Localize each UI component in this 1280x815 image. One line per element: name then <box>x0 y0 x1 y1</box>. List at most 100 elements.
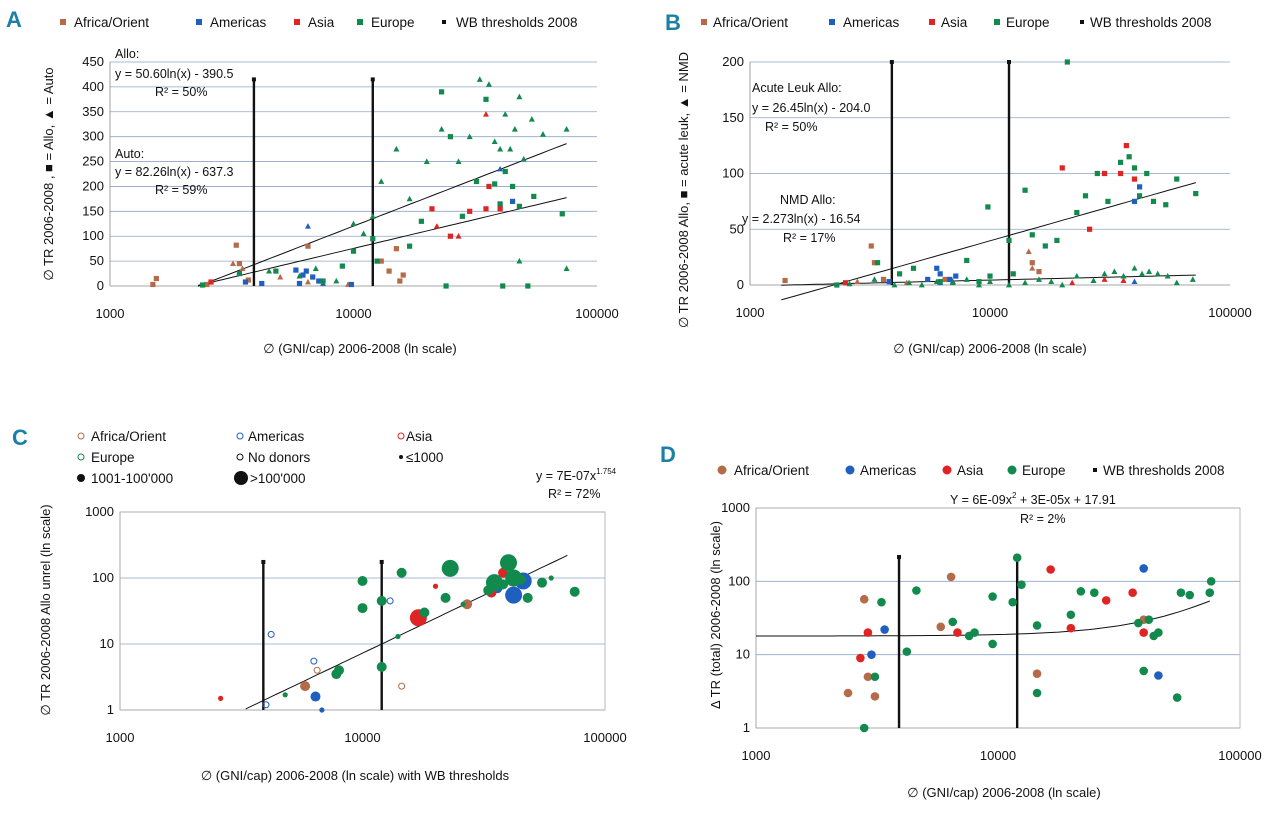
wb-threshold-marker <box>379 559 384 564</box>
panel-b-y-title: ∅ TR 2006-2008 Allo, ■ = acute leuk, ▲ =… <box>676 52 691 328</box>
panel-d-equation-rest: + 3E-05x + 17.91 <box>1016 493 1115 507</box>
data-point <box>987 273 993 279</box>
annot-allo-equation: y = 50.60ln(x) - 390.5 <box>115 67 234 81</box>
data-point <box>963 276 970 282</box>
data-point <box>846 280 853 287</box>
data-point <box>230 260 237 266</box>
data-point <box>1173 279 1180 286</box>
data-point <box>509 183 516 190</box>
panel-d-x-title: ∅ (GNI/cap) 2006-2008 (ln scale) <box>907 785 1100 800</box>
data-point <box>886 279 892 285</box>
legend-europe-label: Europe <box>1006 15 1050 30</box>
panel-d-equation-text: Y = 6E-09x2 + 3E-05x + 17.91 <box>950 491 1116 507</box>
data-point <box>440 592 451 603</box>
data-point <box>374 258 380 264</box>
data-point <box>1126 154 1132 160</box>
data-point <box>859 723 869 733</box>
data-point <box>1205 588 1215 597</box>
data-point <box>303 268 309 274</box>
data-point <box>505 586 523 604</box>
panel-d: D Africa/Orient Americas Asia Europe WB … <box>660 442 1262 800</box>
panel-a-legend: Africa/Orient Americas Asia Europe WB th… <box>60 15 578 30</box>
data-point <box>466 133 473 140</box>
data-point <box>492 181 498 187</box>
data-point <box>305 243 311 249</box>
data-point <box>300 272 306 278</box>
data-point <box>378 178 385 184</box>
panel-c-legend: Africa/Orient Americas Asia Europe No do… <box>77 429 443 486</box>
legend-asia-label: Asia <box>957 463 984 478</box>
data-point <box>854 278 861 285</box>
panel-c-frame <box>119 511 606 711</box>
data-point <box>525 283 531 289</box>
wb-threshold-marker <box>1007 60 1012 64</box>
panel-a-y-tick-label: 450 <box>82 54 104 69</box>
data-point <box>1163 202 1169 208</box>
data-point <box>395 633 401 640</box>
data-point <box>1120 277 1127 283</box>
data-point <box>1139 628 1148 637</box>
data-point <box>1131 176 1138 182</box>
data-point <box>507 145 514 152</box>
legend-europe-label: Europe <box>1022 463 1066 478</box>
panel-a-letter: A <box>6 7 22 32</box>
legend-threshold-label: WB thresholds 2008 <box>1090 15 1212 30</box>
data-point <box>1032 669 1042 679</box>
data-point <box>946 572 956 582</box>
legend-large-marker <box>234 471 248 485</box>
data-point <box>1146 268 1153 275</box>
data-point <box>447 134 453 140</box>
data-point <box>1176 588 1186 597</box>
panel-a-ticks: 0 50 100 150 200 250 300 350 400 450 1000 10000 1000… <box>82 54 618 321</box>
data-point <box>497 165 504 172</box>
panel-d-ticks: 1 10 100 1000 1000 10000 100000 <box>721 500 1262 763</box>
panel-b-x-tick-label: 100000 <box>1208 305 1251 320</box>
data-point <box>376 661 387 672</box>
data-point <box>459 213 465 219</box>
data-point <box>1131 265 1138 271</box>
legend-africa-marker <box>60 19 66 25</box>
data-point <box>441 559 459 577</box>
data-point <box>1036 269 1042 275</box>
data-point <box>242 279 249 285</box>
trendline <box>781 182 1196 301</box>
data-point <box>320 278 326 284</box>
legend-africa-label: Africa/Orient <box>74 15 149 30</box>
legend-threshold-label: WB thresholds 2008 <box>456 15 578 30</box>
data-point <box>482 111 489 117</box>
data-point <box>502 111 509 117</box>
data-point <box>296 280 303 287</box>
data-point <box>1139 270 1146 277</box>
data-point <box>509 198 516 204</box>
panel-a-x-title: ∅ (GNI/cap) 2006-2008 (ln scale) <box>263 341 456 356</box>
legend-americas-label: Americas <box>210 15 267 30</box>
panel-d-equation-main: Y = 6E-09x <box>950 493 1013 507</box>
legend-no-donors-marker <box>236 453 244 461</box>
panel-c-y-tick-label: 1 <box>107 702 114 717</box>
data-point <box>1131 165 1138 171</box>
data-point <box>896 271 903 277</box>
data-point <box>1029 260 1035 266</box>
panel-b-y-tick-label: 50 <box>730 221 744 236</box>
panel-a-x-tick-label: 1000 <box>96 306 125 321</box>
data-point <box>1120 272 1127 279</box>
data-point <box>1139 666 1148 676</box>
data-point <box>312 265 319 271</box>
legend-asia-marker <box>294 19 300 25</box>
data-point <box>874 260 881 266</box>
data-point <box>1139 564 1148 573</box>
data-point <box>1090 277 1097 283</box>
data-point <box>245 277 251 283</box>
data-point <box>1074 209 1080 216</box>
data-point <box>310 274 316 280</box>
data-point <box>406 195 413 202</box>
data-point <box>870 692 880 701</box>
panel-c-equation-exponent: 1.754 <box>596 467 617 476</box>
data-point <box>277 273 284 280</box>
annot-acute-r2: R² = 50% <box>765 120 817 134</box>
data-point <box>948 617 958 627</box>
data-point <box>782 277 788 284</box>
legend-asia-marker <box>942 465 952 475</box>
data-point <box>1042 243 1048 249</box>
data-point <box>1185 590 1195 600</box>
